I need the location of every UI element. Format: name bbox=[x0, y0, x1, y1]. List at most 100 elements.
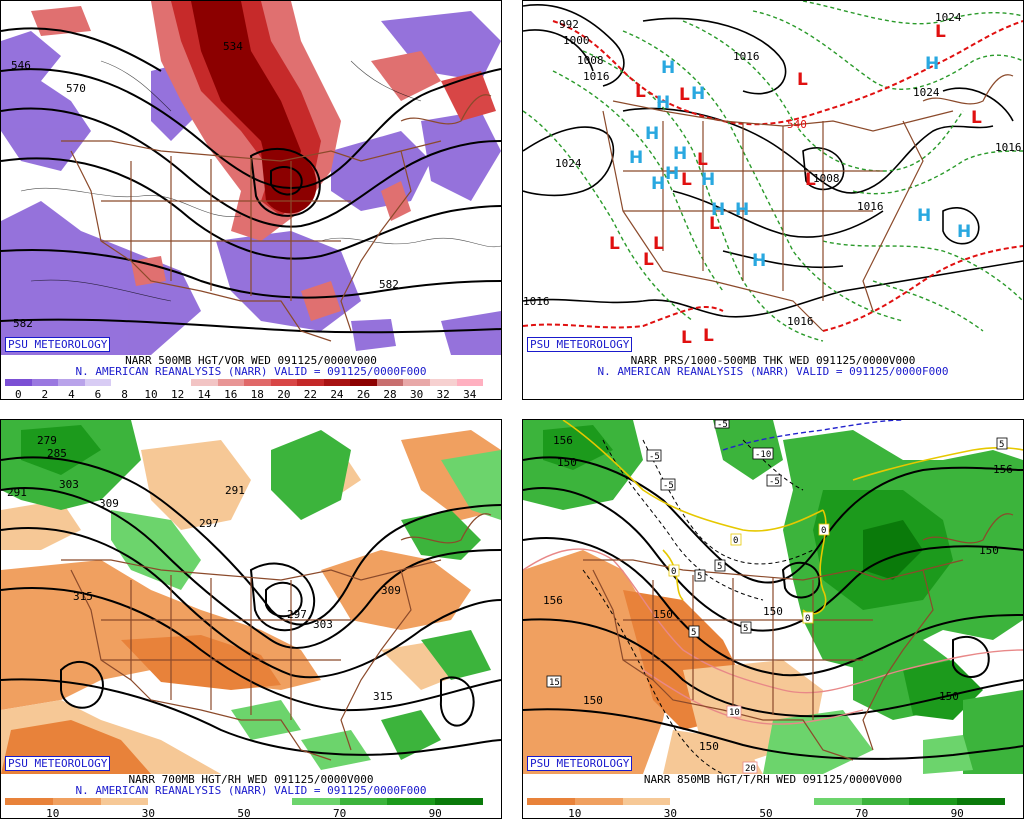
contour-label: 546 bbox=[11, 59, 31, 72]
high-pressure-symbol: H bbox=[957, 222, 971, 242]
map-700mb: 279 285 291 303 309 291 297 297 303 309 … bbox=[1, 420, 501, 774]
contour-label: 150 bbox=[763, 605, 783, 618]
colorbar-swatch bbox=[196, 798, 244, 805]
contour-label: 297 bbox=[199, 517, 219, 530]
colorbar-swatch bbox=[718, 798, 766, 805]
colorbar-tick-label: 34 bbox=[463, 388, 477, 400]
colorbar-vorticity bbox=[5, 379, 484, 386]
contour-label: 156 bbox=[993, 463, 1013, 476]
colorbar-tick-label: 2 bbox=[41, 388, 49, 400]
colorbar-swatch bbox=[765, 798, 814, 805]
contour-label: 285 bbox=[47, 447, 67, 460]
temp-label: 10 bbox=[726, 705, 742, 718]
colorbar-swatch bbox=[148, 798, 197, 805]
temp-label: 0 bbox=[818, 523, 830, 536]
colorbar-swatch bbox=[323, 379, 351, 386]
panel-700mb-rh: 279 285 291 303 309 291 297 297 303 309 … bbox=[0, 419, 502, 819]
temp-label: 5 bbox=[740, 621, 752, 634]
contour-label: 150 bbox=[653, 608, 673, 621]
map-pressure: 992 1000 1008 1016 1016 1024 1024 1016 1… bbox=[523, 1, 1023, 355]
temp-label: 20 bbox=[742, 761, 758, 774]
temp-label: -5 bbox=[646, 449, 662, 462]
high-pressure-symbol: H bbox=[673, 144, 687, 164]
colorbar-tick-label: 12 bbox=[170, 388, 185, 400]
contour-label: 303 bbox=[313, 618, 333, 631]
colorbar-tick-label: 50 bbox=[759, 807, 773, 819]
low-pressure-symbol: L bbox=[681, 170, 692, 190]
high-pressure-symbol: H bbox=[665, 164, 679, 184]
high-pressure-symbol: H bbox=[917, 206, 931, 226]
colorbar-tick-label: 6 bbox=[94, 388, 102, 400]
contour-label: 150 bbox=[979, 544, 999, 557]
low-pressure-symbol: L bbox=[703, 326, 714, 346]
isobar-label: 1016 bbox=[523, 295, 550, 308]
svg-text:10: 10 bbox=[729, 708, 740, 718]
temp-label: 0 bbox=[668, 564, 680, 577]
isobar-label: 1024 bbox=[555, 157, 582, 170]
colorbar-ticks: 10 30 50 70 90 bbox=[5, 807, 483, 819]
colorbar-swatch bbox=[430, 379, 457, 386]
colorbar-swatch bbox=[435, 798, 483, 805]
svg-text:15: 15 bbox=[549, 678, 560, 688]
high-pressure-symbol: H bbox=[711, 200, 725, 220]
low-pressure-symbol: L bbox=[805, 170, 816, 190]
temp-label: 0 bbox=[730, 533, 742, 546]
psu-meteorology-label: PSU METEOROLOGY bbox=[527, 756, 633, 771]
caption-product: NARR PRS/1000-500MB THK WED 091125/0000V… bbox=[630, 354, 916, 367]
high-pressure-symbol: H bbox=[735, 200, 749, 220]
colorbar-ticks: 0 2 4 6 8 10 12 14 16 18 20 22 24 26 28 30 32 34 bbox=[5, 388, 483, 400]
colorbar-tick-label: 16 bbox=[224, 388, 238, 400]
svg-text:5: 5 bbox=[717, 562, 722, 572]
svg-text:5: 5 bbox=[697, 572, 702, 582]
caption-product: NARR 850MB HGT/T/RH WED 091125/0000V000 bbox=[643, 773, 903, 786]
low-pressure-symbol: L bbox=[935, 22, 946, 42]
colorbar-tick-label: 20 bbox=[277, 388, 291, 400]
colorbar-tick-label: 10 bbox=[144, 388, 158, 400]
thickness-label: 540 bbox=[787, 118, 807, 131]
colorbar-swatch bbox=[574, 798, 623, 805]
colorbar-swatch bbox=[58, 379, 85, 386]
low-pressure-symbol: L bbox=[971, 108, 982, 128]
isobar-label: 1000 bbox=[563, 34, 590, 47]
contour-label: 309 bbox=[381, 584, 401, 597]
colorbar-ticks: 10 30 50 70 90 bbox=[527, 807, 1005, 819]
colorbar-swatch bbox=[5, 798, 53, 805]
colorbar-tick-label: 30 bbox=[141, 807, 156, 819]
contour-label: 315 bbox=[373, 690, 393, 703]
low-pressure-symbol: L bbox=[679, 85, 690, 105]
colorbar-swatch bbox=[813, 798, 862, 805]
contour-label: 150 bbox=[699, 740, 719, 753]
low-pressure-symbol: L bbox=[681, 328, 692, 348]
colorbar-tick-label: 0 bbox=[14, 388, 22, 400]
high-pressure-symbol: H bbox=[701, 170, 715, 190]
colorbar-tick-label: 90 bbox=[428, 807, 442, 819]
map-500mb: 570 534 582 582 546 bbox=[1, 1, 501, 355]
colorbar-swatch bbox=[100, 798, 149, 805]
colorbar-tick-label: 22 bbox=[303, 388, 317, 400]
contour-label: 279 bbox=[37, 434, 57, 447]
colorbar-tick-label: 26 bbox=[356, 388, 371, 400]
colorbar-rh bbox=[527, 798, 1005, 805]
contour-label: 582 bbox=[13, 317, 33, 330]
colorbar-swatch bbox=[376, 379, 404, 386]
low-pressure-symbol: L bbox=[609, 234, 620, 254]
isobar-label: 992 bbox=[559, 18, 579, 31]
svg-text:5: 5 bbox=[691, 628, 696, 638]
caption-product: NARR 700MB HGT/RH WED 091125/0000V000 bbox=[128, 773, 374, 786]
isobar-label: 1024 bbox=[913, 86, 940, 99]
colorbar-swatch bbox=[137, 379, 165, 386]
colorbar-swatch bbox=[297, 379, 324, 386]
svg-text:0: 0 bbox=[733, 536, 738, 546]
colorbar-swatch bbox=[350, 379, 377, 386]
caption-valid: N. AMERICAN REANALYSIS (NARR) VALID = 09… bbox=[597, 365, 949, 378]
panel-pressure-thickness: 992 1000 1008 1016 1016 1024 1024 1016 1… bbox=[522, 0, 1024, 400]
low-pressure-symbol: L bbox=[635, 82, 646, 102]
isobar-label: 1024 bbox=[935, 11, 962, 24]
contour-label: 156 bbox=[543, 594, 563, 607]
colorbar-tick-label: 28 bbox=[383, 388, 397, 400]
colorbar-swatch bbox=[291, 798, 340, 805]
temp-label: -10 bbox=[752, 447, 774, 460]
low-pressure-symbol: L bbox=[653, 234, 664, 254]
high-pressure-symbol: H bbox=[691, 84, 705, 104]
low-pressure-symbol: L bbox=[643, 250, 654, 270]
